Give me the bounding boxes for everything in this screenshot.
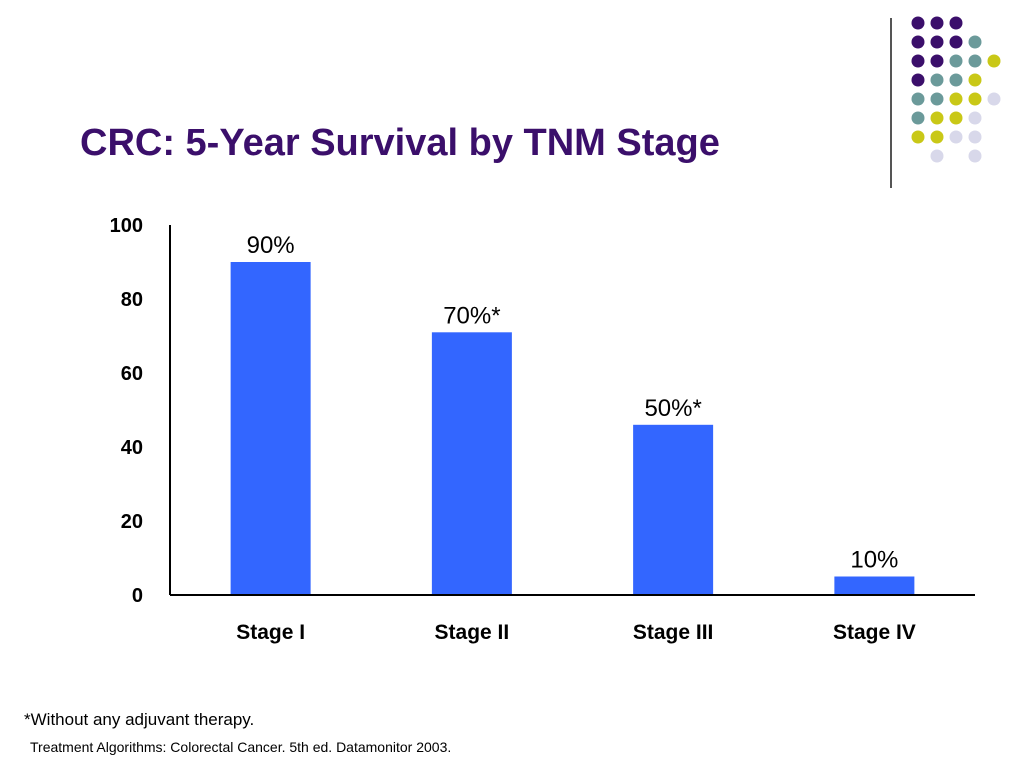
decorative-dot xyxy=(968,73,982,87)
decorative-dot xyxy=(930,54,944,68)
decorative-dot xyxy=(911,92,925,106)
decorative-dot xyxy=(930,16,944,30)
decorative-dot xyxy=(968,92,982,106)
bar-data-label: 70%* xyxy=(443,302,500,329)
decorative-dot xyxy=(949,35,963,49)
y-tick-label: 100 xyxy=(110,215,143,237)
decorative-dot xyxy=(911,54,925,68)
decorative-dot xyxy=(930,111,944,125)
decorative-dot xyxy=(911,73,925,87)
decorative-dot xyxy=(930,130,944,144)
bar-data-label: 10% xyxy=(850,547,898,574)
decorative-dot xyxy=(911,130,925,144)
footnote-text: *Without any adjuvant therapy. xyxy=(24,710,255,729)
bar xyxy=(834,576,915,595)
decorative-dot xyxy=(911,111,925,125)
y-tick-label: 80 xyxy=(121,289,143,311)
decorative-dot xyxy=(968,149,982,163)
source-citation: Treatment Algorithms: Colorectal Cancer.… xyxy=(30,739,452,755)
decorative-dot xyxy=(911,16,925,30)
decorative-dot xyxy=(987,92,1001,106)
decorative-dot xyxy=(968,111,982,125)
y-tick-label: 40 xyxy=(121,437,143,459)
bar-data-label: 50%* xyxy=(644,395,701,422)
decorative-dot xyxy=(930,35,944,49)
slide-title: CRC: 5-Year Survival by TNM Stage xyxy=(80,122,720,164)
decorative-dot xyxy=(949,16,963,30)
decorative-dot-grid xyxy=(911,16,1001,163)
decorative-dot xyxy=(949,54,963,68)
decorative-dot xyxy=(949,92,963,106)
decorative-dot xyxy=(968,54,982,68)
decorative-dot xyxy=(911,35,925,49)
x-tick-label: Stage II xyxy=(435,621,510,644)
decorative-dot xyxy=(987,54,1001,68)
y-axis-tick-labels: 0 20 40 60 80 100 xyxy=(110,215,143,607)
bar xyxy=(633,424,714,595)
decorative-dot xyxy=(968,130,982,144)
title-divider-line xyxy=(890,18,892,188)
decorative-dot xyxy=(930,92,944,106)
x-tick-label: Stage I xyxy=(236,621,305,644)
decorative-dot xyxy=(968,35,982,49)
decorative-dot xyxy=(930,73,944,87)
bar xyxy=(431,332,512,595)
decorative-dot xyxy=(949,111,963,125)
x-tick-label: Stage IV xyxy=(833,621,916,644)
data-labels: 90% 70%* 50%* 10% xyxy=(247,232,899,574)
y-tick-label: 20 xyxy=(121,511,143,533)
bar-series xyxy=(230,262,915,595)
decorative-dot xyxy=(930,149,944,163)
y-tick-label: 0 xyxy=(132,585,143,607)
bar xyxy=(230,262,311,595)
bar-data-label: 90% xyxy=(247,232,295,259)
decorative-dot xyxy=(949,73,963,87)
x-axis-tick-labels: Stage I Stage II Stage III Stage IV xyxy=(236,621,916,644)
y-tick-label: 60 xyxy=(121,363,143,385)
decorative-dot xyxy=(949,130,963,144)
x-tick-label: Stage III xyxy=(633,621,714,644)
